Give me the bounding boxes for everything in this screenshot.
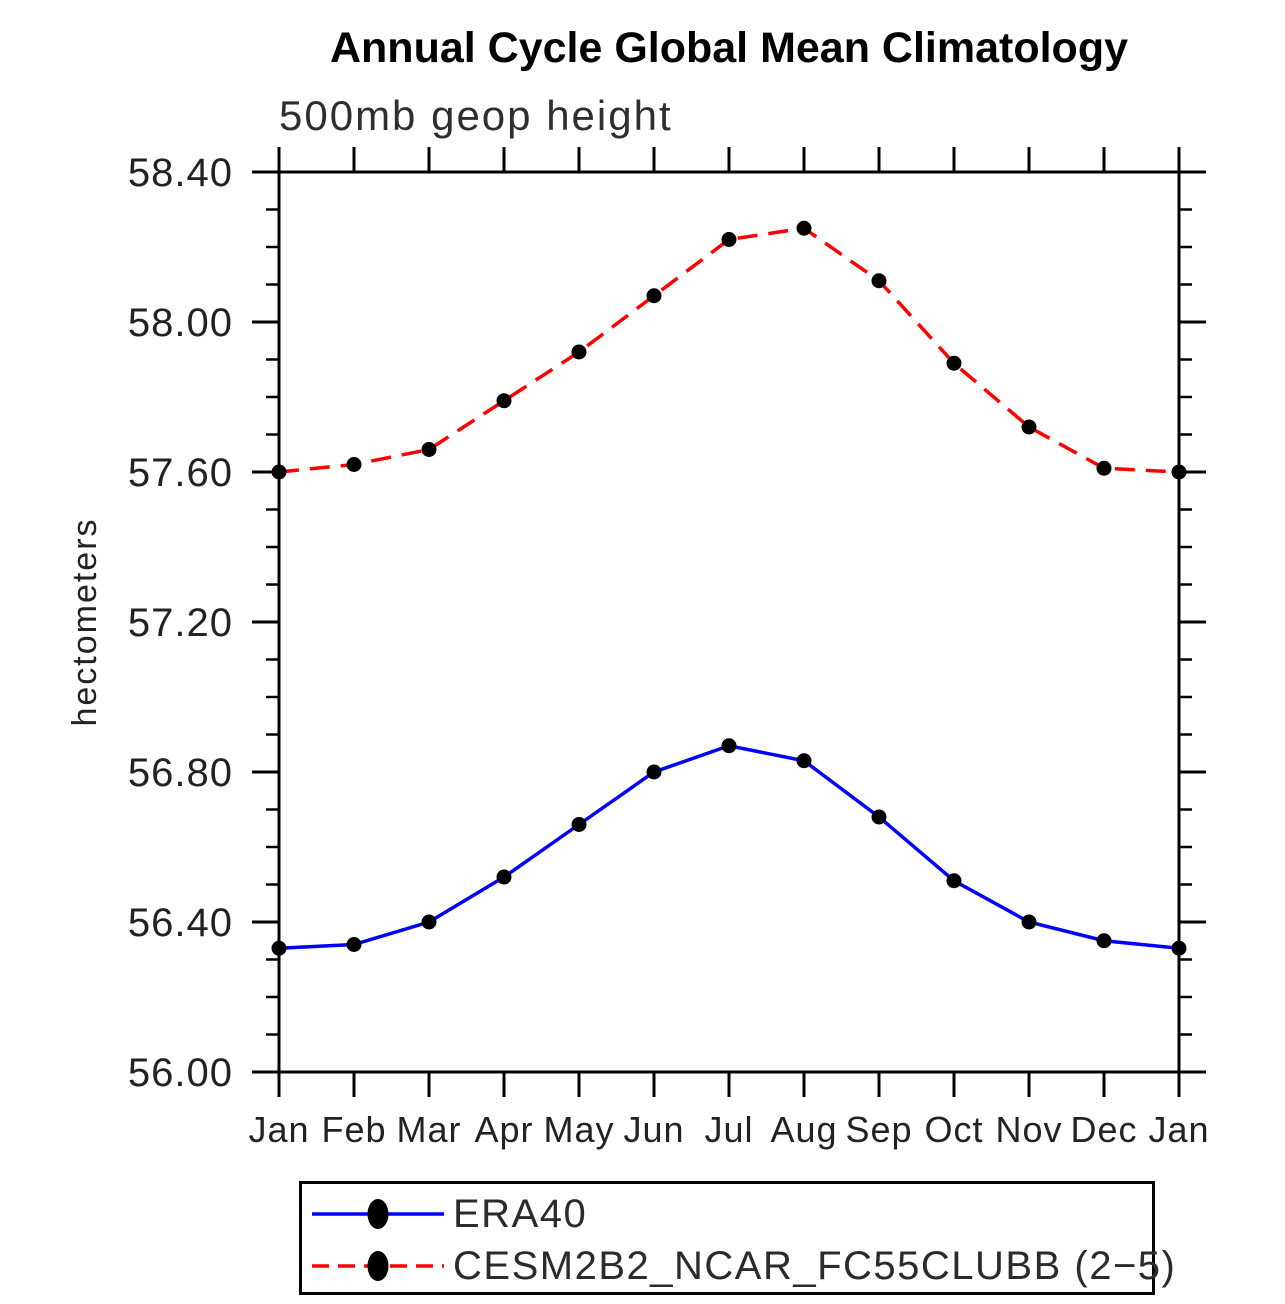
x-tick-label: Jan — [248, 1109, 309, 1150]
x-tick-label: Oct — [924, 1109, 983, 1150]
legend-entry-era40: ERA40 — [308, 1191, 588, 1236]
y-tick-label: 56.40 — [128, 901, 233, 945]
series-line-1 — [278, 226, 1180, 474]
y-tick-label: 56.80 — [128, 751, 233, 795]
series-line-0 — [278, 743, 1180, 950]
data-point-marker — [421, 442, 437, 457]
data-point-marker — [421, 914, 437, 930]
data-point-marker — [1096, 933, 1112, 949]
data-point-marker — [871, 809, 887, 825]
data-point-marker — [796, 753, 812, 769]
data-point-marker — [1171, 940, 1187, 956]
data-point-marker — [1021, 914, 1037, 930]
data-point-marker — [496, 393, 512, 409]
legend-sample-dashed-line-icon — [312, 1251, 444, 1281]
data-point-marker — [271, 464, 287, 480]
data-point-marker — [946, 355, 962, 371]
chart-subtitle: 500mb geop height — [279, 92, 673, 139]
x-tick-label: Dec — [1070, 1109, 1137, 1150]
data-point-marker — [721, 232, 737, 247]
x-tick-label: Apr — [474, 1109, 533, 1150]
x-tick-label: Aug — [770, 1109, 837, 1150]
y-tick-label: 57.60 — [128, 451, 233, 495]
data-point-marker — [346, 457, 362, 472]
y-tick-label: 58.00 — [128, 301, 233, 345]
data-point-marker — [496, 869, 512, 885]
plot-frame — [277, 170, 1181, 1074]
y-tick-label: 58.40 — [128, 151, 233, 195]
x-tick-label: May — [543, 1109, 614, 1150]
data-point-marker — [1096, 460, 1112, 476]
data-point-marker — [571, 344, 587, 360]
x-tick-label: Nov — [995, 1109, 1062, 1150]
data-point-marker — [571, 817, 587, 832]
data-point-marker — [1171, 464, 1187, 480]
x-tick-label: Mar — [397, 1109, 462, 1150]
data-point-marker — [721, 738, 737, 754]
x-tick-label: Jan — [1148, 1109, 1209, 1150]
legend-marker-dot-icon — [367, 1251, 389, 1281]
legend-entry-cesm2b2: CESM2B2_NCAR_FC55CLUBB (2−5) — [308, 1243, 1177, 1288]
legend-label-era40: ERA40 — [453, 1191, 588, 1236]
x-tick-label: Sep — [845, 1109, 912, 1150]
data-point-marker — [1021, 419, 1037, 435]
data-point-marker — [646, 764, 662, 780]
y-tick-label: 57.20 — [128, 601, 233, 645]
legend-box: ERA40 CESM2B2_NCAR_FC55CLUBB (2−5) — [299, 1181, 1175, 1295]
data-point-marker — [646, 288, 662, 304]
legend-sample-solid-line-icon — [312, 1199, 444, 1229]
y-tick-label: 56.00 — [128, 1051, 233, 1095]
data-point-marker — [796, 220, 812, 236]
data-point-marker — [871, 273, 887, 289]
legend-label-cesm2b2: CESM2B2_NCAR_FC55CLUBB (2−5) — [453, 1243, 1177, 1288]
x-tick-label: Feb — [321, 1109, 386, 1150]
chart-title: Annual Cycle Global Mean Climatology — [329, 24, 1129, 72]
x-tick-label: Jul — [704, 1109, 753, 1150]
legend-marker-dot-icon — [367, 1199, 389, 1229]
x-tick-label: Jun — [623, 1109, 684, 1150]
data-point-marker — [946, 873, 962, 889]
data-point-marker — [346, 937, 362, 952]
data-point-marker — [271, 940, 287, 956]
y-axis-title: hectometers — [66, 517, 104, 726]
